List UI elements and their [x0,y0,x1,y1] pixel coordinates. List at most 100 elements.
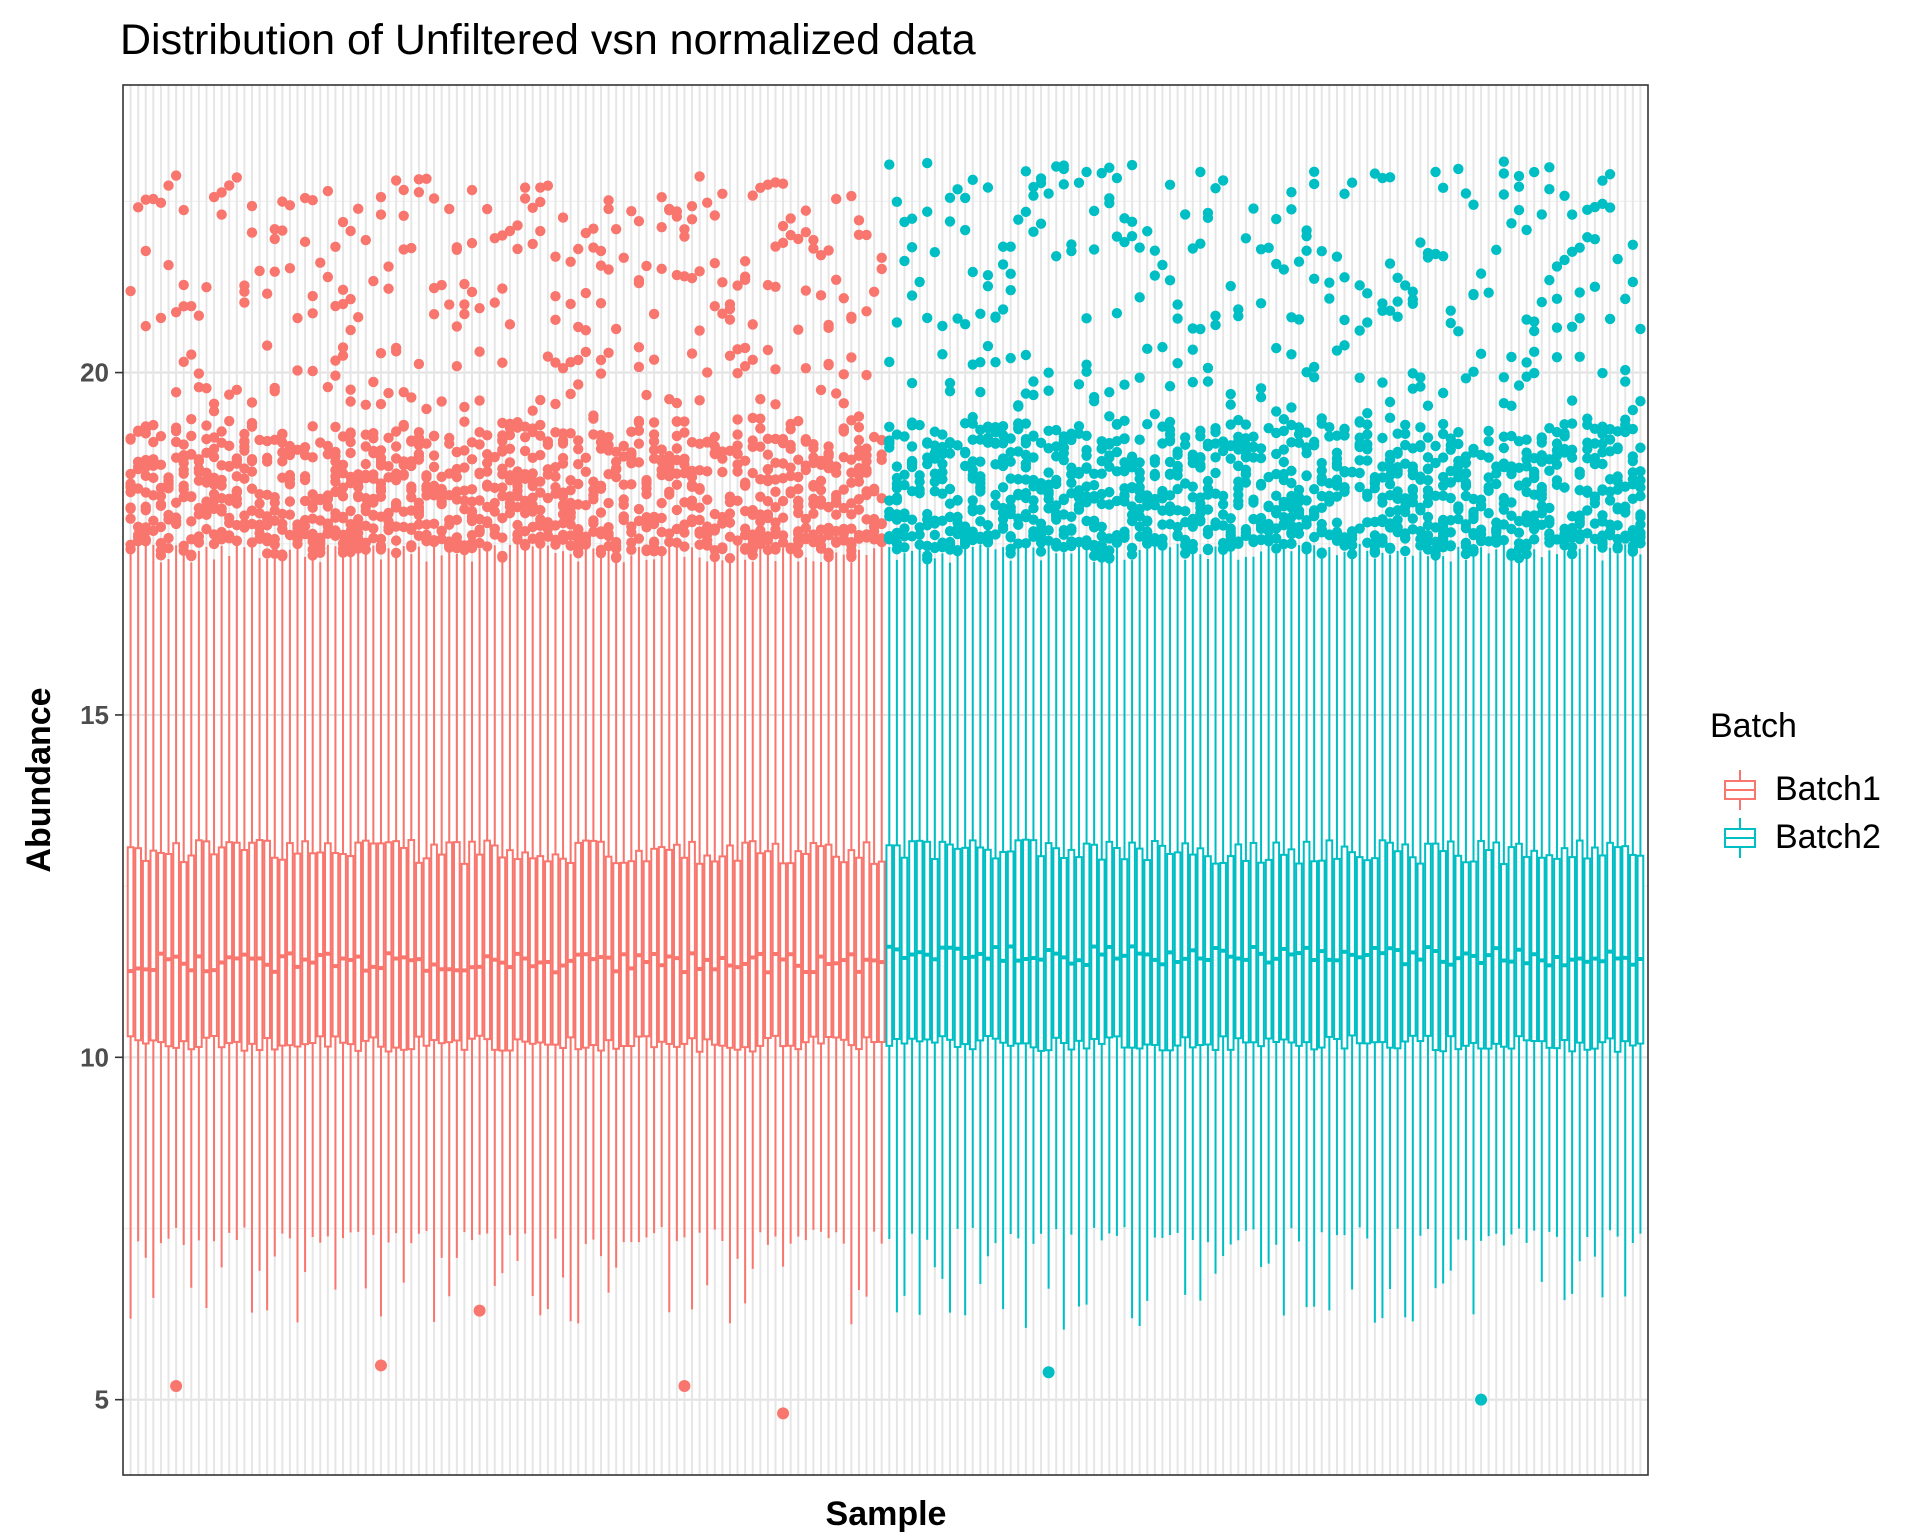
boxplot-batch1 [460,553,469,1233]
outlier-point [519,431,531,443]
outlier-point [937,429,948,440]
outlier-point [618,440,629,452]
outlier-point [770,364,781,375]
box [1272,841,1281,1044]
outlier-point [1392,272,1403,283]
boxplot-batch2 [1333,555,1341,1236]
outlier-point [1096,544,1107,555]
outlier-point [626,544,637,556]
outlier-point [1377,377,1388,388]
outlier-point [1498,492,1510,504]
outlier-point [1081,366,1092,377]
outlier-point [830,193,842,205]
outlier-point [330,355,341,366]
outlier-point [345,324,356,336]
outlier-point [1475,535,1487,547]
box [475,853,484,1037]
outlier-point [686,214,698,225]
boxplot-batch1 [248,546,256,1313]
outlier-point [1263,500,1274,511]
outlier-point [1104,545,1115,556]
outlier-point [186,300,197,312]
outlier-point [1210,319,1221,331]
outlier-point [800,522,812,534]
outlier-point [1217,175,1229,186]
box [1052,847,1061,1039]
outlier-point [679,231,690,242]
outlier-point [906,242,918,253]
outlier-point [1051,537,1062,549]
outlier-point [125,478,136,489]
outlier-point [1096,443,1107,455]
box [1545,854,1554,1049]
outlier-point [466,286,478,298]
outlier-point [1521,357,1532,368]
boxplot-batch1 [817,561,825,1232]
boxplot-batch2 [1226,550,1235,1245]
box [1408,856,1417,1037]
box [824,843,833,1039]
panel-background [123,85,1648,1475]
outlier-point [770,502,781,513]
outlier-point [322,501,334,512]
outlier-point [1202,543,1214,555]
outlier-point [1035,529,1047,541]
outlier-point [535,449,546,461]
outlier-point [368,275,379,287]
boxplot-batch2 [1150,545,1159,1238]
box [157,851,165,1044]
boxplot-batch1 [756,547,765,1233]
outlier-point [1407,491,1419,503]
outlier-point [846,190,857,202]
outlier-point [1604,169,1616,180]
outlier-point [1119,457,1130,468]
outlier-point [542,439,554,450]
outlier-point [1066,477,1077,489]
outlier-point [337,491,349,502]
outlier-point [436,279,447,291]
box [324,842,332,1048]
boxplot-batch1 [566,554,575,1322]
outlier-point [573,443,584,455]
outlier-point [208,443,220,455]
outlier-point [1126,159,1138,171]
outlier-point [1521,434,1532,445]
boxplot-batch1 [324,544,332,1237]
boxplot-batch1 [680,556,689,1238]
outlier-point [489,451,500,463]
outlier-point [337,342,349,353]
box [1143,859,1152,1046]
outlier-point [1468,366,1479,378]
outlier-point [481,466,493,477]
box [437,853,446,1045]
outlier-point [231,172,243,183]
outlier-point [1635,490,1646,502]
outlier-point [299,236,311,248]
box [1484,849,1493,1050]
outlier-point [1498,156,1510,167]
outlier-point [914,276,925,288]
outlier-point [641,260,652,272]
outlier-point [444,299,455,310]
outlier-point [1005,494,1016,505]
outlier-point [1240,419,1252,430]
outlier-point [1005,352,1016,364]
boxplot-batch2 [1439,556,1447,1284]
outlier-point [838,423,849,434]
outlier-point [1430,550,1441,561]
outlier-point [307,452,318,463]
boxplot-batch1 [589,548,598,1240]
outlier-point [1104,452,1115,463]
outlier-point [284,200,296,211]
boxplot-batch2 [1492,549,1501,1234]
outlier-point [838,398,849,409]
outlier-point [1331,345,1343,356]
outlier-point [838,502,849,514]
outlier-point [1028,181,1039,193]
outlier-point [952,184,963,195]
outlier-point [1513,204,1525,216]
outlier-point [777,237,789,249]
boxplot-batch1 [703,561,712,1286]
box [445,841,454,1044]
boxplot-batch2 [1006,560,1015,1234]
